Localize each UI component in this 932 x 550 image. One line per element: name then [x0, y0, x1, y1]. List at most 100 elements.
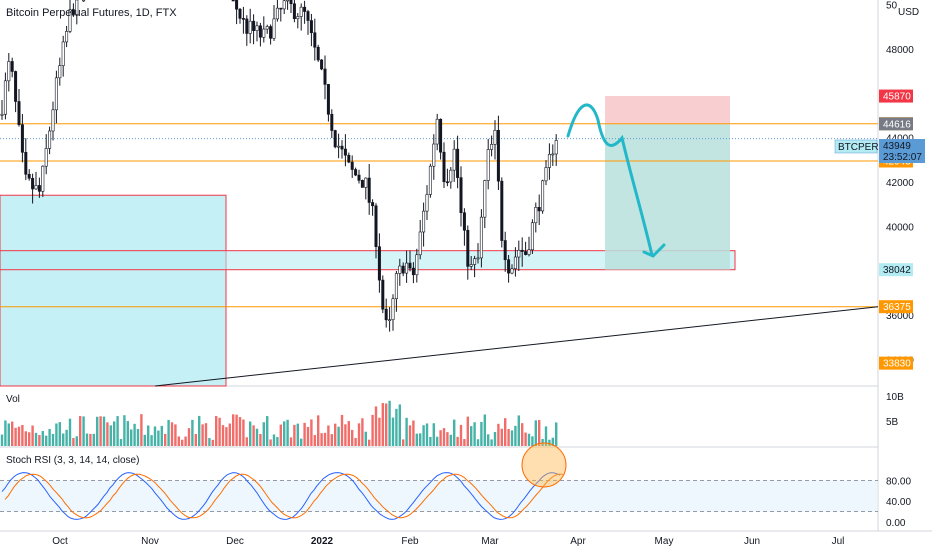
volume-bar-154: [524, 432, 527, 446]
price-tick-4: 40000: [886, 222, 914, 233]
candle-body-156: [530, 222, 534, 251]
price-tick-1: 48000: [886, 45, 914, 56]
volume-bar-87: [296, 423, 299, 446]
volume-bar-59: [201, 424, 204, 446]
time-tick-2: Dec: [226, 536, 244, 547]
candle-body-20: [68, 9, 72, 32]
candle-body-69: [235, 0, 239, 10]
volume-bar-108: [368, 439, 371, 446]
volume-bar-105: [357, 423, 361, 446]
volume-bar-14: [48, 428, 51, 446]
volume-bar-147: [500, 428, 503, 446]
candle-body-105: [357, 174, 361, 181]
candle-body-12: [41, 165, 45, 192]
volume-bar-81: [276, 436, 279, 446]
volume-bar-126: [429, 436, 432, 446]
volume-bar-100: [340, 414, 344, 446]
candle-body-113: [384, 308, 388, 321]
volume-bar-12: [41, 431, 44, 446]
volume-bar-115: [391, 417, 395, 446]
volume-bar-156: [531, 436, 534, 446]
volume-bar-22: [75, 436, 78, 446]
volume-tick-1: 5B: [886, 417, 899, 428]
volume-bar-6: [21, 424, 24, 446]
candle-body-114: [388, 319, 392, 322]
candle-body-162: [551, 153, 555, 156]
volume-bar-0: [0, 434, 4, 446]
volume-bar-57: [194, 434, 197, 446]
volume-bar-102: [347, 421, 350, 446]
volume-bar-50: [170, 422, 174, 446]
candle-body-148: [503, 240, 507, 261]
volume-bar-18: [62, 433, 65, 446]
candle-body-106: [360, 180, 364, 188]
volume-bar-136: [463, 439, 466, 446]
candle-body-11: [37, 185, 41, 192]
volume-bar-61: [208, 438, 211, 446]
time-tick-6: Apr: [570, 536, 586, 547]
time-tick-1: Nov: [141, 536, 159, 547]
candle-body-145: [493, 129, 497, 145]
volume-bar-34: [116, 416, 119, 446]
volume-bar-104: [354, 437, 357, 446]
volume-bar-124: [422, 425, 425, 446]
volume-bar-58: [198, 415, 201, 446]
chart-title: Bitcoin Perpetual Futures, 1D, FTX: [6, 7, 177, 19]
candle-body-160: [544, 167, 548, 182]
volume-bar-93: [317, 415, 320, 446]
candle-body-3: [10, 61, 14, 72]
candle-body-83: [282, 0, 286, 10]
volume-bar-5: [17, 426, 21, 446]
candle-body-143: [486, 149, 490, 181]
candle-body-142: [483, 180, 487, 218]
time-tick-0: Oct: [52, 536, 68, 547]
candle-body-117: [398, 265, 402, 274]
volume-bar-72: [245, 437, 248, 446]
volume-bar-76: [259, 433, 262, 446]
stop-loss-zone: [605, 96, 730, 124]
candle-body-130: [442, 151, 446, 183]
volume-bar-16: [55, 423, 58, 446]
volume-bar-29: [99, 416, 102, 446]
volume-bar-122: [415, 433, 418, 446]
time-tick-8: Jun: [744, 536, 760, 547]
volume-bar-114: [388, 400, 391, 446]
projection-arrowhead: [642, 243, 666, 258]
candle-body-95: [323, 68, 327, 85]
candle-body-104: [354, 169, 358, 176]
volume-bar-96: [327, 425, 330, 446]
candle-body-124: [422, 210, 426, 233]
price-tag-box-0: [879, 89, 913, 103]
price-tag-box-5: [879, 300, 913, 314]
overlays-layer: [566, 103, 666, 258]
candle-body-9: [31, 177, 35, 190]
candle-body-1: [3, 80, 7, 115]
indicator-tick-0: 80.00: [886, 476, 911, 487]
volume-bar-27: [92, 433, 95, 446]
candle-body-138: [469, 264, 473, 267]
volume-bar-120: [408, 425, 412, 446]
candle-body-92: [313, 32, 317, 48]
candle-body-85: [289, 0, 293, 5]
candle-body-109: [371, 202, 375, 207]
volume-bar-160: [544, 426, 548, 446]
time-tick-4: Feb: [401, 536, 419, 547]
candle-body-112: [381, 279, 385, 310]
volume-bar-143: [487, 434, 490, 446]
volume-bar-132: [449, 434, 452, 446]
indicator-tick-2: 0.00: [886, 518, 906, 529]
time-tick-3: 2022: [311, 536, 334, 547]
volume-bar-90: [306, 426, 310, 446]
candle-body-15: [51, 109, 55, 132]
candle-body-5: [17, 101, 21, 125]
volume-bar-23: [79, 416, 82, 446]
volume-bar-25: [85, 433, 89, 446]
candle-body-22: [75, 0, 79, 15]
candle-body-73: [248, 20, 252, 34]
candle-body-144: [490, 144, 494, 150]
volume-bar-52: [177, 436, 180, 446]
candle-body-161: [547, 153, 551, 168]
volume-bar-159: [541, 438, 544, 446]
demand-zone: [0, 250, 736, 271]
volume-bar-138: [470, 426, 473, 446]
